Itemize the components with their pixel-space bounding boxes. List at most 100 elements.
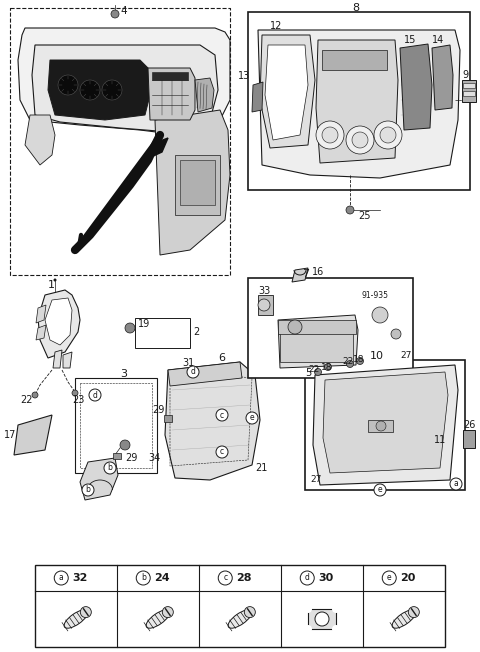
- Circle shape: [380, 127, 396, 143]
- Circle shape: [352, 132, 368, 148]
- Polygon shape: [316, 40, 398, 163]
- Text: 11: 11: [434, 435, 446, 445]
- Polygon shape: [148, 68, 195, 120]
- Text: a: a: [59, 574, 64, 582]
- Polygon shape: [260, 35, 315, 148]
- Polygon shape: [149, 138, 168, 158]
- Bar: [175, 155, 220, 215]
- Circle shape: [82, 484, 94, 496]
- Circle shape: [72, 390, 78, 396]
- Polygon shape: [252, 82, 263, 112]
- Polygon shape: [45, 298, 72, 345]
- Ellipse shape: [64, 610, 88, 629]
- Text: 22: 22: [20, 395, 33, 405]
- Bar: [308, 609, 336, 629]
- Circle shape: [346, 126, 374, 154]
- Text: 18: 18: [321, 363, 333, 372]
- Text: 29: 29: [125, 453, 137, 463]
- Circle shape: [376, 421, 386, 431]
- Text: 9: 9: [462, 70, 468, 80]
- Text: 18: 18: [353, 355, 364, 364]
- Text: 1: 1: [48, 280, 55, 290]
- Polygon shape: [165, 362, 260, 480]
- Bar: [368, 420, 393, 432]
- Circle shape: [111, 10, 119, 18]
- Circle shape: [322, 127, 338, 143]
- Polygon shape: [168, 362, 242, 386]
- Ellipse shape: [408, 606, 420, 617]
- Polygon shape: [432, 45, 453, 110]
- Text: 24: 24: [154, 573, 170, 583]
- Polygon shape: [36, 325, 46, 340]
- Text: 17: 17: [4, 430, 16, 440]
- Text: 22: 22: [342, 357, 353, 366]
- Circle shape: [374, 484, 386, 496]
- Circle shape: [218, 571, 232, 585]
- Text: 5: 5: [305, 368, 311, 378]
- Text: 20: 20: [400, 573, 416, 583]
- Ellipse shape: [146, 610, 170, 629]
- Bar: [463, 430, 475, 448]
- Circle shape: [216, 409, 228, 421]
- Text: 3: 3: [120, 369, 127, 379]
- Circle shape: [347, 361, 353, 368]
- Text: b: b: [141, 574, 145, 582]
- Bar: [35, 565, 445, 647]
- Text: e: e: [387, 574, 392, 582]
- Circle shape: [314, 368, 322, 376]
- Text: d: d: [93, 391, 97, 400]
- Bar: [75, 378, 157, 473]
- Circle shape: [89, 389, 101, 401]
- Text: 19: 19: [138, 319, 150, 329]
- Text: a: a: [454, 479, 458, 488]
- Circle shape: [450, 478, 462, 490]
- Polygon shape: [53, 350, 62, 368]
- Polygon shape: [258, 30, 460, 178]
- Circle shape: [324, 364, 332, 370]
- Polygon shape: [63, 352, 72, 368]
- Circle shape: [316, 121, 344, 149]
- Text: 29: 29: [152, 405, 164, 415]
- Text: c: c: [220, 411, 224, 419]
- Text: 33: 33: [258, 286, 270, 296]
- Circle shape: [104, 462, 116, 474]
- Ellipse shape: [228, 610, 252, 629]
- Bar: [463, 91, 475, 96]
- Bar: [135, 318, 190, 348]
- Circle shape: [102, 80, 122, 100]
- Polygon shape: [14, 415, 52, 455]
- Text: 31: 31: [182, 358, 194, 368]
- Bar: [305, 360, 465, 490]
- Circle shape: [53, 278, 57, 282]
- Text: 34: 34: [148, 453, 160, 463]
- Circle shape: [332, 625, 340, 633]
- Text: c: c: [223, 574, 228, 582]
- Text: b: b: [108, 464, 112, 473]
- Text: b: b: [85, 486, 90, 494]
- Ellipse shape: [162, 606, 173, 617]
- Circle shape: [187, 366, 199, 378]
- Text: 13: 13: [238, 71, 250, 81]
- Circle shape: [346, 206, 354, 214]
- Polygon shape: [36, 305, 46, 323]
- Bar: [152, 72, 188, 80]
- Circle shape: [54, 571, 68, 585]
- Polygon shape: [38, 290, 80, 358]
- Circle shape: [332, 605, 340, 613]
- Text: 26: 26: [463, 420, 475, 430]
- Text: 2: 2: [193, 327, 199, 337]
- Polygon shape: [265, 45, 308, 140]
- Circle shape: [315, 612, 329, 626]
- Circle shape: [288, 320, 302, 334]
- Circle shape: [357, 357, 363, 364]
- Polygon shape: [25, 115, 55, 165]
- Text: 7: 7: [302, 269, 309, 279]
- Text: 23: 23: [72, 395, 84, 405]
- Bar: [164, 415, 172, 422]
- Polygon shape: [18, 28, 230, 135]
- Circle shape: [382, 571, 396, 585]
- Bar: [258, 295, 273, 315]
- Bar: [278, 320, 356, 334]
- Polygon shape: [313, 365, 458, 485]
- Polygon shape: [48, 60, 150, 120]
